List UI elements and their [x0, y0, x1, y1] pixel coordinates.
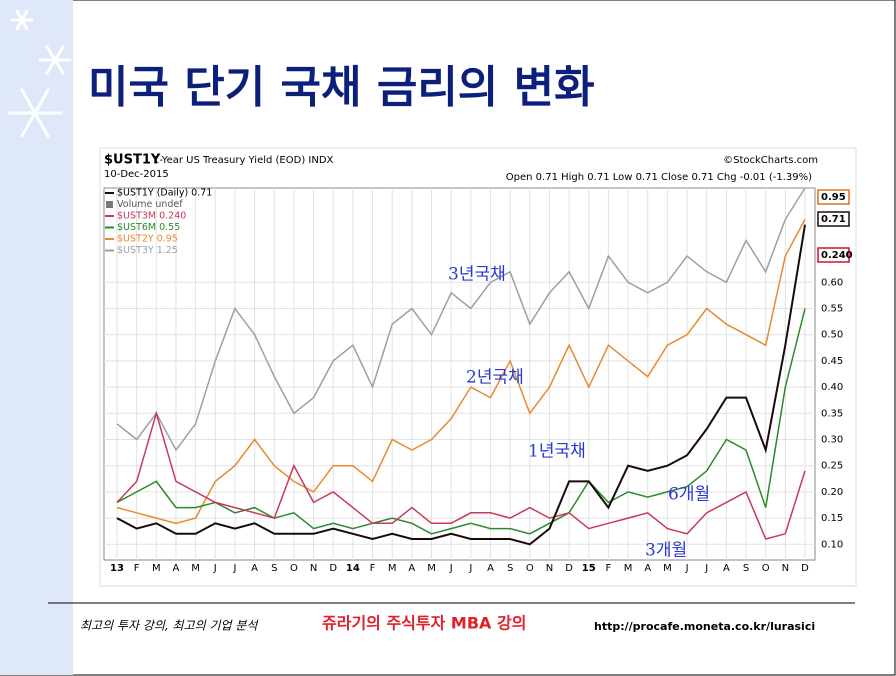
- x-tick-label: A: [173, 563, 180, 574]
- price-tag: 0.95: [821, 192, 846, 203]
- x-tick-label: A: [251, 563, 258, 574]
- series-line: [116, 410, 806, 540]
- chart-title: 1-Year US Treasury Yield (EOD) INDX: [153, 155, 334, 166]
- y-tick-label: 0.10: [821, 539, 843, 550]
- x-tick-label: J: [232, 563, 236, 574]
- x-tick-label: 15: [582, 563, 596, 574]
- series-line: [116, 224, 806, 546]
- series-line: [116, 187, 806, 452]
- chart-symbol: $UST1Y: [104, 153, 161, 168]
- price-tag: 0.71: [821, 214, 846, 225]
- chart-source: ©StockCharts.com: [723, 155, 818, 166]
- x-tick-label: A: [723, 563, 730, 574]
- x-tick-label: J: [213, 563, 217, 574]
- legend-label: $UST1Y (Daily) 0.71: [117, 188, 212, 199]
- x-tick-label: O: [762, 563, 770, 574]
- x-tick-label: M: [427, 563, 436, 574]
- chart-quote: Open 0.71 High 0.71 Low 0.71 Close 0.71 …: [506, 172, 812, 183]
- slide-title: 미국 단기 국채 금리의 변화: [88, 62, 595, 113]
- x-tick-label: D: [565, 563, 573, 574]
- y-tick-label: 0.25: [821, 461, 843, 472]
- x-tick-label: S: [271, 563, 277, 574]
- footer-tagline: 최고의 투자 강의, 최고의 기업 분석: [80, 619, 259, 633]
- x-tick-label: F: [134, 563, 140, 574]
- series-line: [116, 308, 806, 535]
- y-tick-label: 0.20: [821, 487, 843, 498]
- x-tick-label: M: [624, 563, 633, 574]
- x-tick-label: J: [449, 563, 453, 574]
- price-tag-box: [817, 189, 850, 205]
- x-tick-label: J: [685, 563, 689, 574]
- x-tick-label: A: [644, 563, 651, 574]
- x-tick-label: 14: [346, 563, 360, 574]
- price-tag-box: [817, 211, 850, 227]
- x-tick-label: S: [507, 563, 513, 574]
- y-tick-label: 0.15: [821, 513, 843, 524]
- annotation: 3개월: [645, 541, 687, 561]
- x-tick-label: N: [546, 563, 553, 574]
- x-tick-label: J: [468, 563, 472, 574]
- price-tag-box: [817, 247, 850, 263]
- x-tick-label: A: [408, 563, 415, 574]
- y-tick-label: 0.35: [821, 408, 843, 419]
- annotation: 3년국채: [448, 265, 506, 285]
- legend-label: $UST6M 0.55: [117, 222, 180, 233]
- annotation: 6개월: [668, 485, 710, 505]
- y-tick-label: 0.60: [821, 277, 843, 288]
- price-tag: 0.240: [821, 250, 853, 261]
- legend-label: Volume undef: [117, 199, 183, 210]
- x-tick-label: M: [191, 563, 200, 574]
- x-tick-label: N: [310, 563, 317, 574]
- x-tick-label: M: [663, 563, 672, 574]
- annotation: 1년국채: [528, 442, 586, 462]
- x-tick-label: D: [329, 563, 337, 574]
- x-tick-label: N: [782, 563, 789, 574]
- y-tick-label: 0.45: [821, 356, 843, 367]
- legend-label: $UST3Y 1.25: [117, 245, 178, 256]
- side-band: [0, 0, 73, 675]
- x-tick-label: F: [370, 563, 376, 574]
- x-tick-label: S: [743, 563, 749, 574]
- x-tick-label: A: [487, 563, 494, 574]
- snowflakes: [7, 9, 72, 138]
- legend-label: $UST2Y 0.95: [117, 234, 178, 245]
- y-tick-label: 0.30: [821, 434, 843, 445]
- plot-area: [103, 187, 816, 561]
- annotation: 2년국채: [466, 368, 524, 388]
- legend-label: $UST3M 0.240: [117, 211, 186, 222]
- footer-course: 쥬라기의 주식투자 MBA 강의: [322, 614, 526, 633]
- x-tick-label: M: [388, 563, 397, 574]
- x-tick-label: F: [606, 563, 612, 574]
- x-tick-label: J: [704, 563, 708, 574]
- footer-url: http://procafe.moneta.co.kr/lurasici: [594, 620, 815, 633]
- y-tick-label: 0.40: [821, 382, 843, 393]
- y-tick-label: 0.50: [821, 330, 843, 341]
- chart-date: 10-Dec-2015: [104, 169, 169, 180]
- x-tick-label: D: [801, 563, 809, 574]
- legend-swatch: [106, 201, 113, 208]
- y-tick-label: 0.55: [821, 304, 843, 315]
- x-tick-label: O: [526, 563, 534, 574]
- series-line: [116, 219, 806, 525]
- x-tick-label: O: [290, 563, 298, 574]
- x-tick-label: 13: [110, 563, 124, 574]
- x-tick-label: M: [152, 563, 161, 574]
